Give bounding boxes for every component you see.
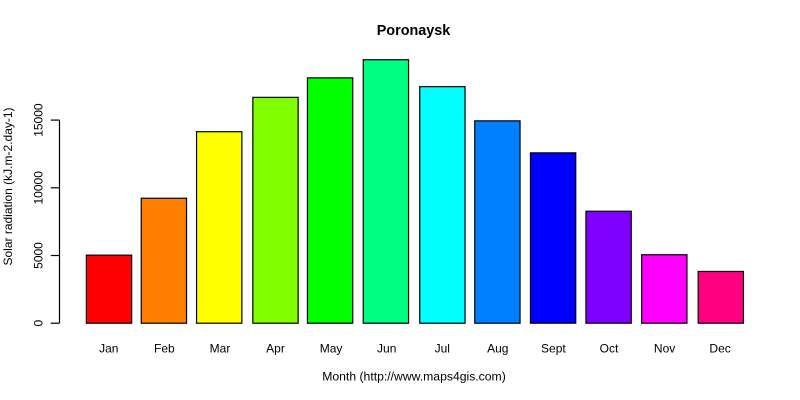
svg-text:Poronaysk: Poronaysk (377, 23, 452, 39)
svg-text:May: May (320, 342, 343, 356)
svg-text:Apr: Apr (266, 342, 285, 356)
svg-text:Jun: Jun (377, 342, 396, 356)
svg-text:Feb: Feb (154, 342, 175, 356)
svg-text:Sept: Sept (541, 342, 566, 356)
svg-text:Mar: Mar (210, 342, 231, 356)
svg-text:15000: 15000 (32, 103, 46, 137)
svg-text:5000: 5000 (32, 242, 46, 269)
svg-text:Jul: Jul (435, 342, 450, 356)
svg-text:10000: 10000 (32, 171, 46, 205)
svg-text:0: 0 (32, 320, 46, 327)
svg-text:Dec: Dec (709, 342, 730, 356)
svg-text:Aug: Aug (487, 342, 508, 356)
svg-text:Jan: Jan (99, 342, 118, 356)
svg-text:Month (http://www.maps4gis.com: Month (http://www.maps4gis.com) (322, 369, 506, 383)
svg-text:Solar radiation (kJ.m-2.day-1): Solar radiation (kJ.m-2.day-1) (1, 107, 15, 265)
svg-text:Oct: Oct (600, 342, 619, 356)
svg-text:Nov: Nov (654, 342, 675, 356)
